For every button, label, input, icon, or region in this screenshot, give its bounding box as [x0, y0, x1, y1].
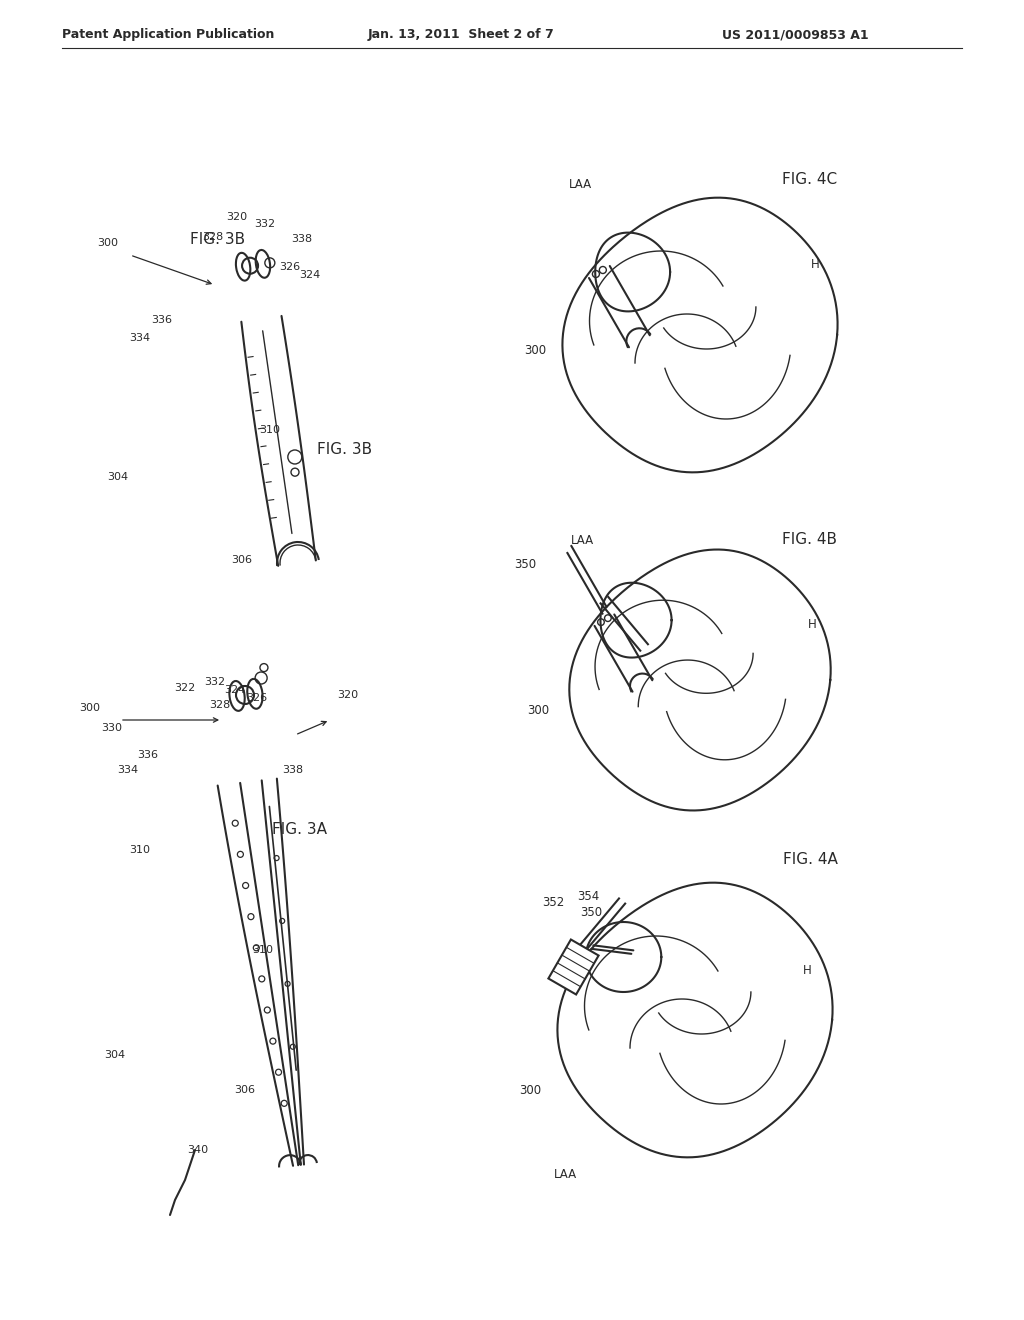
Text: 350: 350 — [581, 906, 602, 919]
Text: FIG. 4B: FIG. 4B — [782, 532, 838, 548]
Text: 338: 338 — [283, 766, 303, 775]
Text: H: H — [808, 619, 816, 631]
Text: 350: 350 — [514, 558, 536, 572]
Text: 332: 332 — [254, 219, 275, 228]
Text: 340: 340 — [187, 1144, 209, 1155]
Text: 330: 330 — [101, 723, 123, 733]
Text: 310: 310 — [129, 845, 151, 855]
Text: 354: 354 — [578, 891, 600, 903]
Text: FIG. 4C: FIG. 4C — [782, 173, 838, 187]
Text: 300: 300 — [80, 704, 100, 713]
Text: 300: 300 — [97, 238, 119, 248]
Text: Jan. 13, 2011  Sheet 2 of 7: Jan. 13, 2011 Sheet 2 of 7 — [368, 28, 555, 41]
Text: US 2011/0009853 A1: US 2011/0009853 A1 — [722, 28, 868, 41]
Text: 332: 332 — [205, 677, 225, 686]
Text: 326: 326 — [280, 261, 301, 272]
Text: FIG. 3A: FIG. 3A — [272, 822, 328, 837]
Text: Patent Application Publication: Patent Application Publication — [62, 28, 274, 41]
Text: H: H — [811, 259, 819, 272]
Text: 338: 338 — [292, 234, 312, 244]
Text: 306: 306 — [234, 1085, 256, 1096]
Text: 304: 304 — [104, 1049, 126, 1060]
Text: 352: 352 — [543, 895, 564, 908]
Text: LAA: LAA — [553, 1168, 577, 1181]
Text: H: H — [803, 964, 811, 977]
Text: 336: 336 — [137, 750, 159, 760]
Polygon shape — [549, 940, 599, 994]
Text: 310: 310 — [253, 945, 273, 954]
Text: LAA: LAA — [568, 178, 592, 191]
Text: 324: 324 — [299, 271, 321, 280]
Text: 336: 336 — [152, 315, 172, 325]
Text: 304: 304 — [108, 473, 129, 482]
Text: 322: 322 — [174, 682, 196, 693]
Text: 300: 300 — [527, 704, 549, 717]
Text: 326: 326 — [247, 693, 267, 704]
Text: 324: 324 — [224, 685, 246, 696]
Text: 306: 306 — [231, 554, 253, 565]
Text: 320: 320 — [338, 690, 358, 700]
Text: 320: 320 — [226, 213, 248, 222]
Text: FIG. 3B: FIG. 3B — [190, 232, 246, 248]
Text: 328: 328 — [209, 700, 230, 710]
Text: 334: 334 — [118, 766, 138, 775]
Text: 300: 300 — [519, 1084, 541, 1097]
Text: LAA: LAA — [570, 533, 594, 546]
Text: 310: 310 — [259, 425, 281, 436]
Text: FIG. 4A: FIG. 4A — [782, 853, 838, 867]
Text: 328: 328 — [203, 232, 223, 242]
Text: 334: 334 — [129, 333, 151, 343]
Text: FIG. 3B: FIG. 3B — [317, 442, 373, 458]
Text: 300: 300 — [524, 343, 546, 356]
